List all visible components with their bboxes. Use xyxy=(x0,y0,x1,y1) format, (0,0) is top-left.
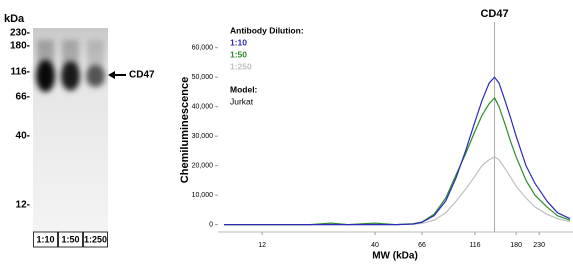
y-tick-label: 0 xyxy=(209,221,213,228)
legend-entry: 1:50 xyxy=(230,49,247,59)
page: { "blot": { "unit": "kDa", "markers": ["… xyxy=(0,0,573,263)
y-tick-label: 60,000 xyxy=(192,45,214,52)
marker-label: 116- xyxy=(11,67,30,78)
legend-entry: 1:250 xyxy=(230,61,252,71)
y-tick-label: 20,000 xyxy=(192,162,214,169)
x-tick-label: 40 xyxy=(371,242,379,249)
x-tick-label: 116 xyxy=(469,242,480,249)
marker-label: 230- xyxy=(10,28,30,39)
annotation: Model: xyxy=(230,84,258,94)
x-tick-label: 230 xyxy=(533,242,545,249)
x-axis-label: MW (kDa) xyxy=(372,251,418,262)
lane-label: 1:250 xyxy=(84,234,107,244)
lane-label: 1:10 xyxy=(36,234,54,244)
marker-label: 66- xyxy=(16,92,30,103)
y-tick-label: 10,000 xyxy=(192,192,214,199)
band xyxy=(61,61,80,91)
series-line xyxy=(224,77,570,224)
x-tick-label: 12 xyxy=(258,242,266,249)
figure: kDa CD47 CD47 Antibody Dilution: Model: … xyxy=(0,0,573,263)
blot-unit: kDa xyxy=(4,13,25,25)
band-label: CD47 xyxy=(129,70,155,81)
y-tick-label: 40,000 xyxy=(192,104,214,111)
y-tick-label: 30,000 xyxy=(192,133,214,140)
band xyxy=(36,60,55,92)
y-axis-label: Chemiluminescence xyxy=(179,77,191,183)
lane xyxy=(36,40,55,92)
marker-label: 12- xyxy=(16,200,30,211)
x-tick-label: 180 xyxy=(510,242,522,249)
legend-title: Antibody Dilution: xyxy=(230,25,304,35)
lane xyxy=(86,40,105,87)
legend-entry: 1:10 xyxy=(230,37,247,47)
lane-label: 1:50 xyxy=(61,234,79,244)
annotation: Jurkat xyxy=(230,96,254,106)
series-line xyxy=(224,98,570,225)
lane xyxy=(61,40,80,91)
marker-label: 40- xyxy=(16,131,30,142)
marker-label: 180- xyxy=(10,41,30,52)
vline-label: CD47 xyxy=(480,8,508,20)
x-tick-label: 66 xyxy=(418,242,426,249)
y-tick-label: 50,000 xyxy=(192,74,214,81)
series-line xyxy=(224,157,570,225)
band xyxy=(86,65,105,87)
